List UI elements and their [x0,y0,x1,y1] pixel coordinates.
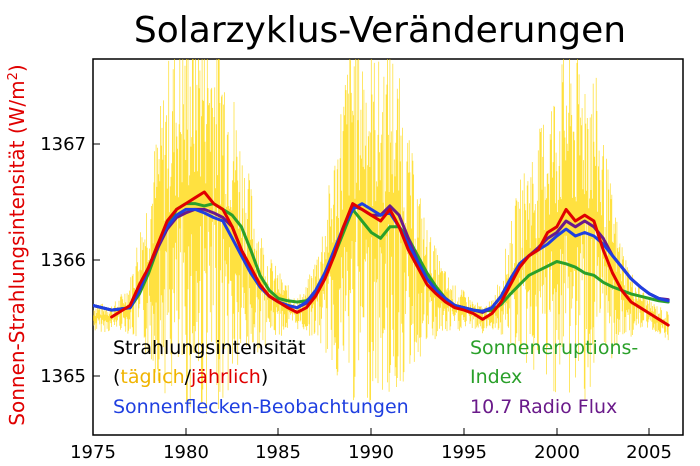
y-tick-label-1367: 1367 [40,134,86,155]
sunspot-line [93,202,670,313]
x-tick-label-1975: 1975 [70,442,116,463]
chart-title: Solarzyklus-Veränderungen [134,10,626,51]
x-tick-label-1990: 1990 [348,442,394,463]
legend-radio: 10.7 Radio Flux [470,396,617,418]
y-tick-label-1365: 1365 [40,366,86,387]
x-tick-label-2005: 2005 [626,442,672,463]
line-series-group [93,190,670,327]
x-tick-label-1995: 1995 [441,442,487,463]
legend-irradiance-detail: (täglich/jährlich) [113,366,268,388]
yearly-irradiance-line [110,190,670,327]
x-tick-label-1985: 1985 [255,442,301,463]
radio-flux-line [93,204,670,314]
flare-index-line [93,202,670,313]
legend-irradiance: Strahlungsintensität [113,337,306,359]
daily-irradiance-line [93,59,669,414]
x-tick-label-1980: 1980 [163,442,209,463]
y-tick-label-1366: 1366 [40,250,86,271]
x-axis: 1975 1980 1985 1990 1995 2000 2005 [70,428,672,463]
x-tick-label-2000: 2000 [534,442,580,463]
legend-flare-line2: Index [470,366,522,388]
daily-series [93,59,669,414]
legend: Strahlungsintensität (täglich/jährlich) … [113,337,638,418]
y-axis-label: Sonnen-Strahlungsintensität (W/m2) [5,64,29,425]
y-axis: 1365 1366 1367 [40,134,100,387]
legend-sunspot: Sonnenflecken-Beobachtungen [113,396,409,418]
legend-flare-line1: Sonneneruptions- [470,337,638,359]
